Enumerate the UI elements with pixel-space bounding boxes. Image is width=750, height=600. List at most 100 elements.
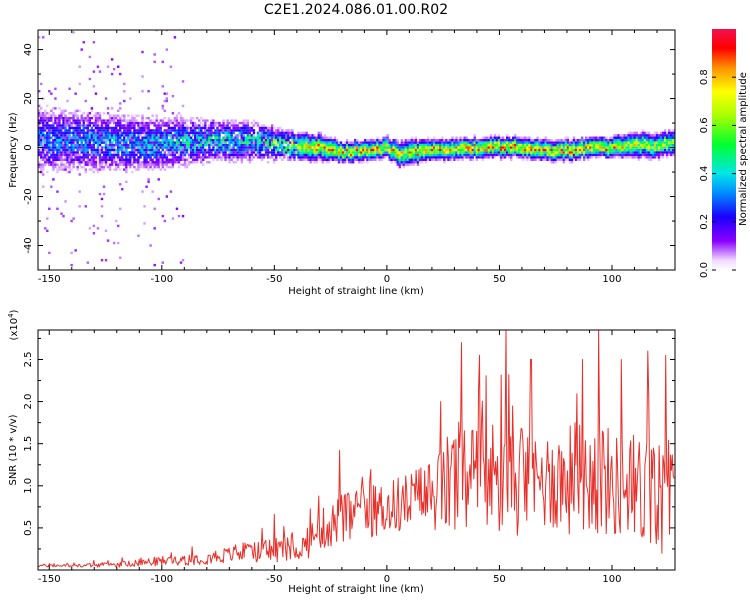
heatmap-cell bbox=[175, 119, 179, 122]
heatmap-cell bbox=[414, 156, 418, 159]
heatmap-cell bbox=[244, 136, 248, 139]
heatmap-cell bbox=[514, 143, 517, 147]
heatmap-cell bbox=[591, 143, 594, 147]
heatmap-cell bbox=[210, 141, 213, 144]
heatmap-cell bbox=[570, 146, 574, 149]
heatmap-cell bbox=[329, 141, 333, 144]
heatmap-cell bbox=[356, 151, 359, 154]
heatmap-cell bbox=[58, 114, 61, 117]
heatmap-cell bbox=[528, 141, 531, 144]
heatmap-cell bbox=[179, 129, 183, 132]
heatmap-cell bbox=[161, 165, 164, 169]
heatmap-cell bbox=[609, 146, 612, 149]
heatmap-cell bbox=[135, 146, 138, 149]
heatmap-cell bbox=[157, 197, 160, 201]
heatmap-cell bbox=[76, 143, 79, 147]
heatmap-cell bbox=[297, 146, 300, 149]
heatmap-cell bbox=[443, 161, 446, 164]
heatmap-cell bbox=[285, 139, 288, 142]
heatmap-cell bbox=[119, 107, 122, 110]
heatmap-cell bbox=[141, 129, 144, 132]
heatmap-cell bbox=[42, 163, 45, 166]
heatmap-cell bbox=[374, 139, 377, 142]
heatmap-cell bbox=[601, 148, 604, 152]
heatmap-cell bbox=[595, 156, 598, 159]
heatmap-cell bbox=[337, 146, 341, 149]
heatmap-cell bbox=[481, 136, 485, 139]
heatmap-cell bbox=[522, 153, 525, 157]
heatmap-cell bbox=[108, 134, 112, 137]
heatmap-cell bbox=[187, 161, 191, 164]
heatmap-cell bbox=[445, 146, 448, 149]
heatmap-cell bbox=[139, 139, 142, 142]
heatmap-cell bbox=[48, 148, 51, 152]
heatmap-cell bbox=[244, 153, 248, 157]
heatmap-cell bbox=[86, 163, 90, 166]
heatmap-cell bbox=[44, 139, 47, 142]
heatmap-cell bbox=[301, 141, 304, 144]
heatmap-cell bbox=[78, 131, 81, 135]
heatmap-cell bbox=[487, 151, 491, 154]
heatmap-cell bbox=[121, 146, 124, 149]
heatmap-cell bbox=[202, 141, 205, 144]
heatmap-cell bbox=[341, 143, 345, 147]
heatmap-cell bbox=[586, 151, 590, 154]
heatmap-cell bbox=[512, 136, 515, 139]
heatmap-cell bbox=[179, 131, 183, 135]
heatmap-cell bbox=[374, 143, 377, 147]
heatmap-cell bbox=[155, 153, 158, 157]
heatmap-cell bbox=[70, 121, 73, 125]
heatmap-cell bbox=[291, 139, 294, 142]
heatmap-cell bbox=[64, 114, 67, 117]
heatmap-cell bbox=[179, 116, 183, 120]
heatmap-cell bbox=[503, 141, 507, 144]
heatmap-cell bbox=[165, 136, 169, 139]
heatmap-cell bbox=[46, 153, 49, 157]
heatmap-cell bbox=[611, 148, 614, 152]
heatmap-cell bbox=[210, 153, 213, 157]
heatmap-cell bbox=[90, 134, 94, 137]
heatmap-cell bbox=[283, 151, 286, 154]
heatmap-cell bbox=[611, 136, 614, 139]
heatmap-cell bbox=[244, 139, 248, 142]
heatmap-cell bbox=[420, 143, 424, 147]
heatmap-cell bbox=[246, 151, 250, 154]
heatmap-cell bbox=[252, 143, 256, 147]
heatmap-cell bbox=[175, 156, 179, 159]
heatmap-cell bbox=[153, 131, 156, 135]
heatmap-cell bbox=[505, 151, 509, 154]
heatmap-cell bbox=[175, 121, 179, 125]
heatmap-cell bbox=[461, 156, 464, 159]
heatmap-cell bbox=[181, 104, 185, 108]
heatmap-cell bbox=[112, 158, 116, 161]
heatmap-cell bbox=[345, 151, 349, 154]
heatmap-cell bbox=[202, 131, 205, 135]
heatmap-cell bbox=[325, 136, 329, 139]
heatmap-cell bbox=[558, 139, 562, 142]
heatmap-cell bbox=[125, 170, 128, 174]
heatmap-cell bbox=[505, 143, 509, 147]
heatmap-cell bbox=[96, 136, 100, 139]
heatmap-cell bbox=[556, 151, 560, 154]
heatmap-cell bbox=[204, 134, 207, 137]
heatmap-cell bbox=[169, 158, 173, 161]
heatmap-cell bbox=[161, 261, 164, 264]
heatmap-cell bbox=[483, 151, 487, 154]
heatmap-cell bbox=[601, 136, 604, 139]
heatmap-cell bbox=[165, 92, 169, 95]
heatmap-cell bbox=[550, 161, 553, 164]
heatmap-cell bbox=[437, 151, 440, 154]
heatmap-cell bbox=[106, 107, 110, 110]
heatmap-cell bbox=[546, 143, 549, 147]
heatmap-cell bbox=[204, 151, 207, 154]
heatmap-cell bbox=[157, 151, 160, 154]
heatmap-cell bbox=[283, 139, 286, 142]
heatmap-cell bbox=[38, 148, 41, 152]
heatmap-cell bbox=[80, 119, 83, 122]
heatmap-cell bbox=[564, 146, 568, 149]
heatmap-cell bbox=[368, 151, 371, 154]
x-tick-label: -50 bbox=[266, 274, 282, 285]
heatmap-cell bbox=[449, 156, 452, 159]
heatmap-cell bbox=[327, 161, 331, 164]
